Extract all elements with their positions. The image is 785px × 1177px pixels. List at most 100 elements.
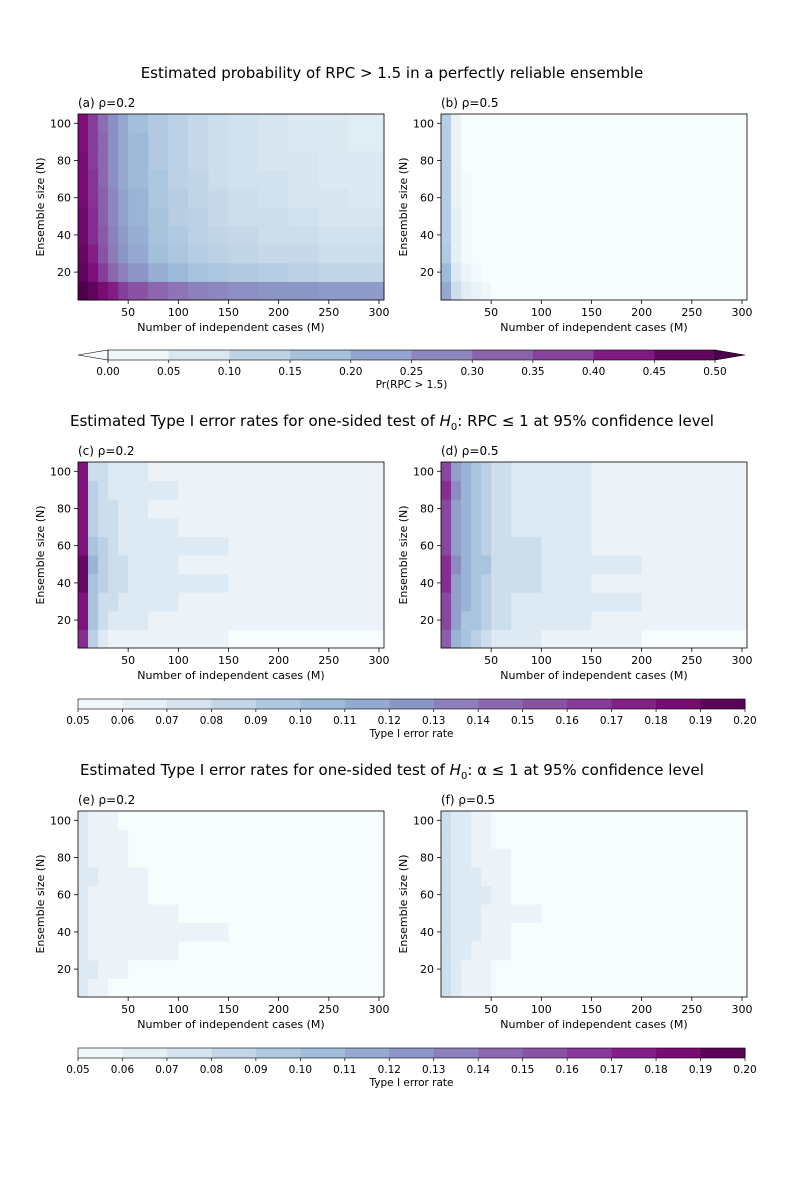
colorbar-segment xyxy=(656,1048,702,1058)
heatmap-cell xyxy=(441,629,452,649)
heatmap-cell xyxy=(178,480,229,500)
heatmap-cell xyxy=(641,573,748,593)
heatmap-cell xyxy=(641,866,748,886)
heatmap-cell xyxy=(511,499,542,519)
heatmap-cell xyxy=(78,225,89,245)
heatmap-cell xyxy=(441,978,452,998)
heatmap-cell xyxy=(108,978,119,998)
heatmap-cell xyxy=(128,151,149,171)
colorbar-tick-label: 0.15 xyxy=(278,366,301,378)
colorbar-segment xyxy=(522,699,568,709)
heatmap-cell xyxy=(278,555,385,575)
heatmap-cell xyxy=(118,829,129,849)
heatmap-cell xyxy=(148,188,169,208)
heatmap-cell xyxy=(228,188,260,208)
heatmap-cell xyxy=(78,188,89,208)
heatmap-cell xyxy=(318,188,350,208)
heatmap-cell xyxy=(481,462,492,482)
heatmap-cell xyxy=(78,922,89,942)
heatmap-cell xyxy=(208,207,229,227)
heatmap-cell xyxy=(441,262,452,282)
heatmap-cell xyxy=(288,244,320,264)
colorbar-segment xyxy=(611,699,657,709)
heatmap-cell xyxy=(108,480,119,500)
heatmap-cell xyxy=(441,592,452,612)
x-tick-label: 300 xyxy=(368,1003,389,1016)
heatmap-cell xyxy=(188,169,209,189)
heatmap-cell xyxy=(541,610,592,630)
heatmap-cell xyxy=(108,207,119,227)
heatmap-cell xyxy=(118,188,129,208)
heatmap-cell xyxy=(168,169,189,189)
heatmap-cell xyxy=(258,281,290,301)
heatmap-cell xyxy=(591,462,643,482)
heatmap-cell xyxy=(108,610,119,630)
x-tick-label: 150 xyxy=(581,306,602,319)
heatmap-cell xyxy=(168,188,189,208)
heatmap-panel: 50 100 150 200 250 300 20 40 60 80 100 (d) ρ=0.5 Num… xyxy=(397,444,752,682)
heatmap-cell xyxy=(258,132,290,152)
heatmap-cell xyxy=(128,573,149,593)
heatmap-cell xyxy=(88,536,99,556)
heatmap-cell xyxy=(98,188,109,208)
heatmap-cell xyxy=(348,151,385,171)
heatmap-cell xyxy=(461,941,472,961)
heatmap-cell xyxy=(441,959,452,979)
heatmap-cell xyxy=(228,281,260,301)
section-title: Estimated Type I error rates for one-sid… xyxy=(80,761,704,782)
heatmap-cell xyxy=(278,959,385,979)
y-tick-label: 60 xyxy=(57,889,71,902)
heatmap-cell xyxy=(481,517,492,537)
heatmap-cell xyxy=(278,922,385,942)
heatmap-cell xyxy=(88,922,99,942)
heatmap-cell xyxy=(228,922,280,942)
y-tick-label: 20 xyxy=(420,266,434,279)
heatmap-cell xyxy=(481,281,492,301)
heatmap-cell xyxy=(78,811,89,831)
heatmap-cell xyxy=(511,573,542,593)
colorbar-segment xyxy=(211,699,257,709)
heatmap-cell xyxy=(278,610,385,630)
heatmap-cell xyxy=(288,188,320,208)
heatmap-cell xyxy=(88,225,99,245)
heatmap-cell xyxy=(441,885,452,905)
y-tick-label: 80 xyxy=(420,155,434,168)
heatmap-cell xyxy=(278,536,385,556)
plot-frame xyxy=(440,113,748,301)
heatmap-cell xyxy=(178,592,229,612)
colorbar-segment xyxy=(522,1048,568,1058)
heatmap-cell xyxy=(118,207,129,227)
heatmap-cell xyxy=(511,922,542,942)
heatmap-cell xyxy=(78,536,89,556)
heatmap-cell xyxy=(88,132,99,152)
heatmap-cell xyxy=(461,866,472,886)
heatmap-cell xyxy=(481,169,492,189)
heatmap-cell xyxy=(188,225,209,245)
heatmap-cell xyxy=(108,904,119,924)
x-tick-label: 250 xyxy=(318,306,339,319)
colorbar-frame xyxy=(77,1047,746,1059)
x-tick-label: 250 xyxy=(318,654,339,667)
heatmap-cell xyxy=(128,225,149,245)
heatmap-cell xyxy=(178,959,229,979)
heatmap-cell xyxy=(88,517,99,537)
heatmap-cell xyxy=(461,480,472,500)
colorbar-tick-label: 0.45 xyxy=(643,366,666,378)
heatmap-cell xyxy=(148,244,169,264)
heatmap-cell xyxy=(98,922,109,942)
heatmap-cell xyxy=(461,207,472,227)
heatmap-cell xyxy=(88,555,99,575)
heatmap-cell xyxy=(278,480,385,500)
heatmap-cell xyxy=(591,829,643,849)
heatmap-cell xyxy=(541,573,592,593)
heatmap-cell xyxy=(128,517,149,537)
heatmap-cell xyxy=(348,207,385,227)
colorbar-segment xyxy=(478,1048,524,1058)
heatmap-cell xyxy=(511,629,542,649)
heatmap-cell xyxy=(481,536,492,556)
heatmap-cell xyxy=(108,499,119,519)
heatmap-cell xyxy=(451,592,462,612)
heatmap-cell xyxy=(118,462,129,482)
heatmap-cell xyxy=(168,225,189,245)
